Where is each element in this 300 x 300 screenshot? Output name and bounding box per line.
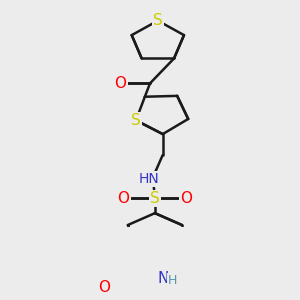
Text: S: S xyxy=(150,191,160,206)
Text: O: O xyxy=(118,191,130,206)
Text: S: S xyxy=(153,13,163,28)
Text: O: O xyxy=(115,76,127,91)
Text: O: O xyxy=(98,280,110,295)
Text: H: H xyxy=(168,274,177,287)
Text: N: N xyxy=(157,271,168,286)
Text: O: O xyxy=(180,191,192,206)
Text: S: S xyxy=(131,113,141,128)
Text: HN: HN xyxy=(139,172,159,186)
